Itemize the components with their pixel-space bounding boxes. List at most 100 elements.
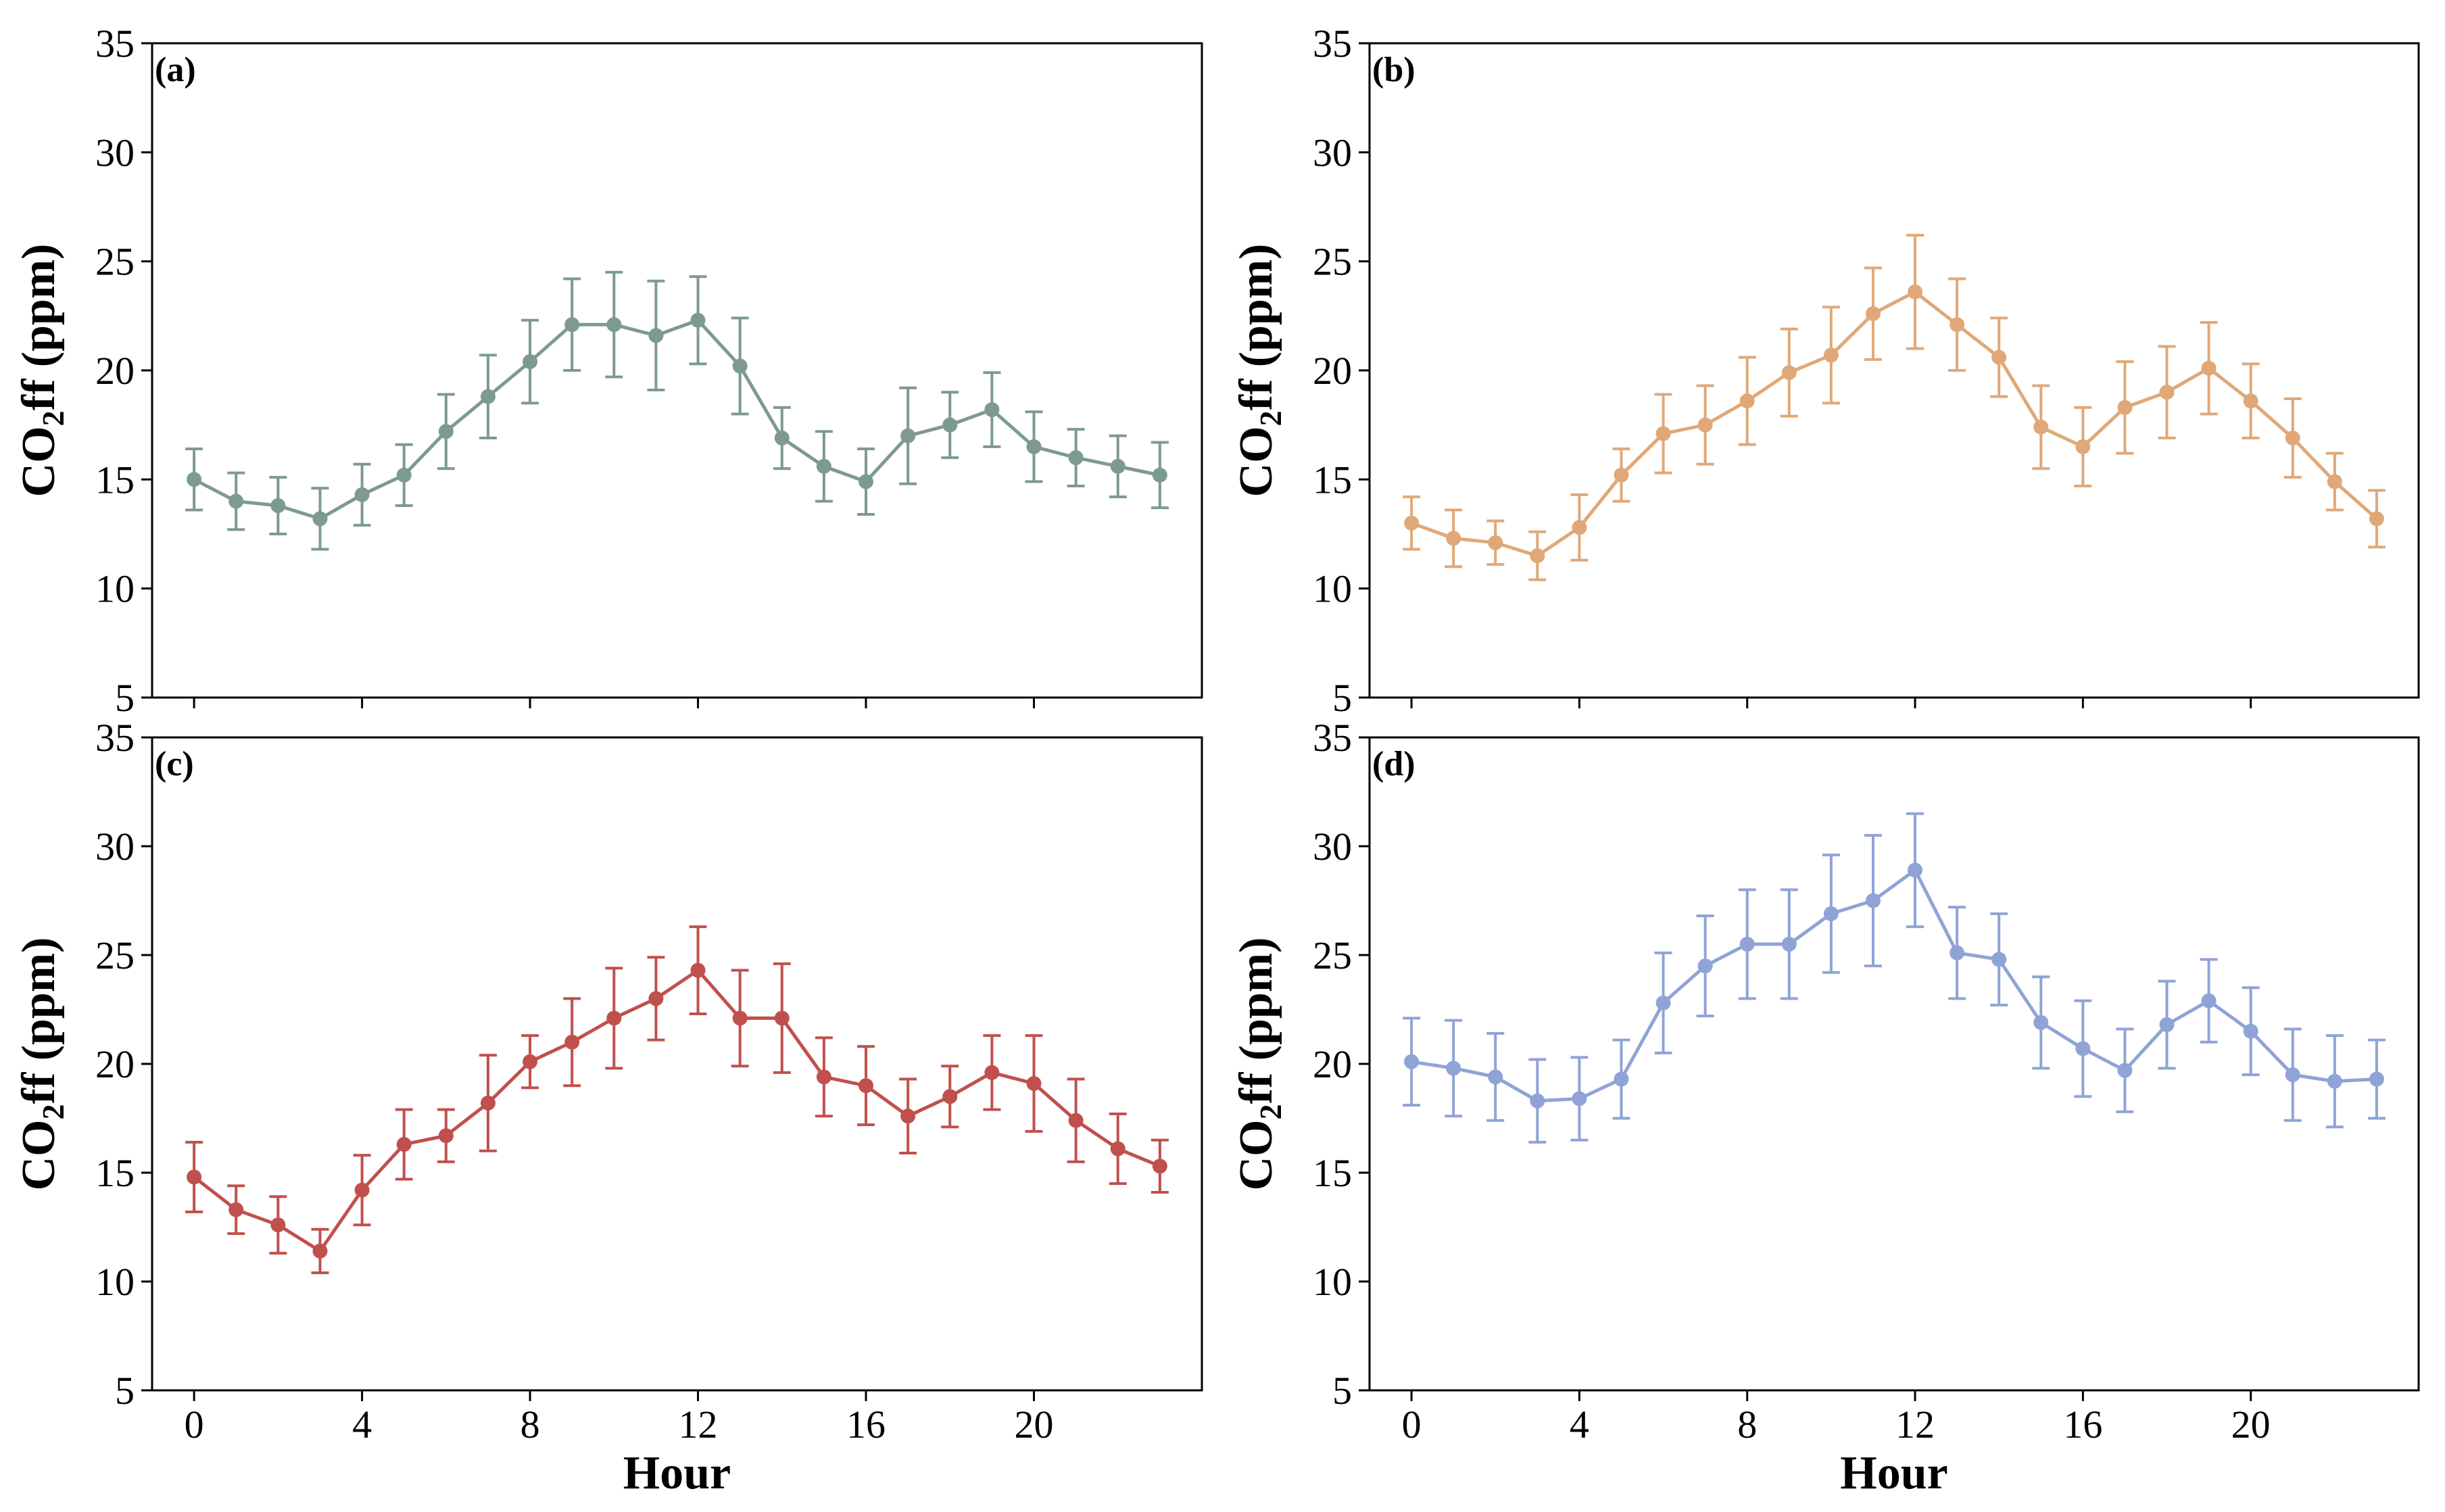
data-point — [1068, 450, 1084, 466]
data-point — [187, 472, 202, 487]
data-point — [2285, 1067, 2300, 1083]
y-tick-label: 20 — [95, 349, 135, 393]
plot-frame — [1368, 736, 2420, 1392]
data-point — [1950, 317, 1965, 333]
y-tick-label: 25 — [1313, 240, 1352, 284]
y-tick-label: 10 — [95, 567, 135, 611]
data-point — [1026, 1075, 1042, 1091]
data-point — [1781, 365, 1797, 381]
data-point — [858, 474, 874, 489]
data-point — [270, 1217, 286, 1233]
data-point — [984, 1065, 1000, 1080]
data-point — [564, 317, 580, 333]
data-point — [1908, 284, 1923, 299]
data-point — [1950, 945, 1965, 960]
plot-frame — [1368, 42, 2420, 699]
x-tick-label: 4 — [352, 1403, 372, 1446]
data-point — [1152, 1159, 1167, 1174]
data-point — [2117, 1063, 2133, 1078]
y-tick-label: 35 — [95, 716, 135, 760]
y-tick-label: 30 — [1313, 130, 1352, 174]
y-tick-label: 30 — [95, 130, 135, 174]
x-axis-title: Hour — [1840, 1447, 1947, 1499]
data-point — [984, 402, 1000, 418]
data-point — [396, 467, 412, 483]
data-point — [942, 1089, 958, 1104]
x-tick-label: 8 — [521, 1403, 540, 1446]
y-tick-label: 10 — [1313, 1260, 1352, 1304]
data-point — [690, 312, 706, 328]
data-point — [228, 493, 244, 509]
x-tick-label: 20 — [1015, 1403, 1054, 1446]
data-point — [480, 1095, 495, 1111]
y-tick-label: 15 — [1313, 458, 1352, 502]
data-point — [228, 1202, 244, 1217]
x-tick-label: 12 — [1895, 1403, 1935, 1446]
data-point — [1655, 426, 1671, 441]
panel-label: (b) — [1372, 51, 1415, 89]
data-point — [606, 1010, 622, 1026]
data-point — [1110, 1141, 1125, 1156]
y-tick-label: 20 — [1313, 1042, 1352, 1086]
series-line — [193, 968, 1161, 1254]
panel-b: 5 10 15 20 25 30 35 (b) CO2ff (ppm) — [1230, 22, 2420, 720]
data-point — [2285, 431, 2300, 446]
data-point — [1404, 515, 1420, 531]
data-point — [1404, 1054, 1420, 1069]
data-point — [2075, 1041, 2091, 1056]
y-tick-label: 10 — [95, 1260, 135, 1304]
data-point — [2243, 1023, 2258, 1039]
data-point — [816, 458, 831, 474]
data-point — [2201, 360, 2217, 376]
x-axis-title: Hour — [623, 1447, 731, 1499]
panel-d: 5 10 15 20 25 30 35 0 4 8 12 16 20 (d) CO2ff (ppm) Hour — [1230, 716, 2420, 1499]
data-point — [1908, 862, 1923, 878]
data-point — [1572, 520, 1587, 535]
data-point — [1697, 417, 1713, 433]
panel-label: (d) — [1372, 745, 1415, 783]
data-point — [2159, 1017, 2175, 1033]
data-point — [480, 389, 495, 404]
data-point — [1026, 439, 1042, 454]
data-point — [312, 511, 328, 527]
data-point — [396, 1137, 412, 1152]
data-point — [1991, 952, 2007, 967]
y-tick-label: 5 — [1332, 1369, 1352, 1413]
data-point — [564, 1034, 580, 1050]
data-point — [816, 1069, 831, 1085]
data-point — [1068, 1113, 1084, 1128]
data-point — [2327, 474, 2342, 489]
y-tick-label: 20 — [95, 1042, 135, 1086]
data-point — [2159, 385, 2175, 400]
data-point — [1572, 1091, 1587, 1106]
y-tick-label: 25 — [1313, 933, 1352, 977]
data-point — [900, 1108, 916, 1124]
y-axis-title: CO2ff (ppm) — [1230, 244, 1288, 497]
data-point — [1488, 1069, 1503, 1085]
data-point — [732, 358, 748, 374]
data-point — [1823, 347, 1839, 363]
panel-c: 5 10 15 20 25 30 35 0 4 8 12 16 20 (c) CO2ff (ppm) Hour — [13, 716, 1203, 1499]
data-point — [606, 317, 622, 333]
data-point — [1152, 467, 1167, 483]
data-point — [354, 487, 370, 502]
panel-label: (a) — [155, 51, 196, 89]
y-tick-label: 5 — [115, 1369, 135, 1413]
plot-frame — [151, 736, 1203, 1392]
data-point — [2117, 399, 2133, 415]
y-tick-label: 35 — [95, 22, 135, 66]
data-point — [774, 431, 790, 446]
y-axis-title: CO2ff (ppm) — [13, 937, 70, 1191]
data-point — [1614, 1071, 1629, 1087]
y-tick-label: 30 — [1313, 825, 1352, 869]
y-tick-label: 20 — [1313, 349, 1352, 393]
panel-a: 5 10 15 20 25 30 35 (a) CO2ff (ppm) — [13, 22, 1203, 720]
data-point — [648, 328, 664, 343]
data-point — [2033, 419, 2049, 435]
x-tick-label: 16 — [846, 1403, 886, 1446]
data-point — [1739, 393, 1755, 409]
y-axis-title: CO2ff (ppm) — [13, 244, 70, 497]
data-point — [312, 1243, 328, 1259]
data-point — [1530, 1093, 1545, 1108]
